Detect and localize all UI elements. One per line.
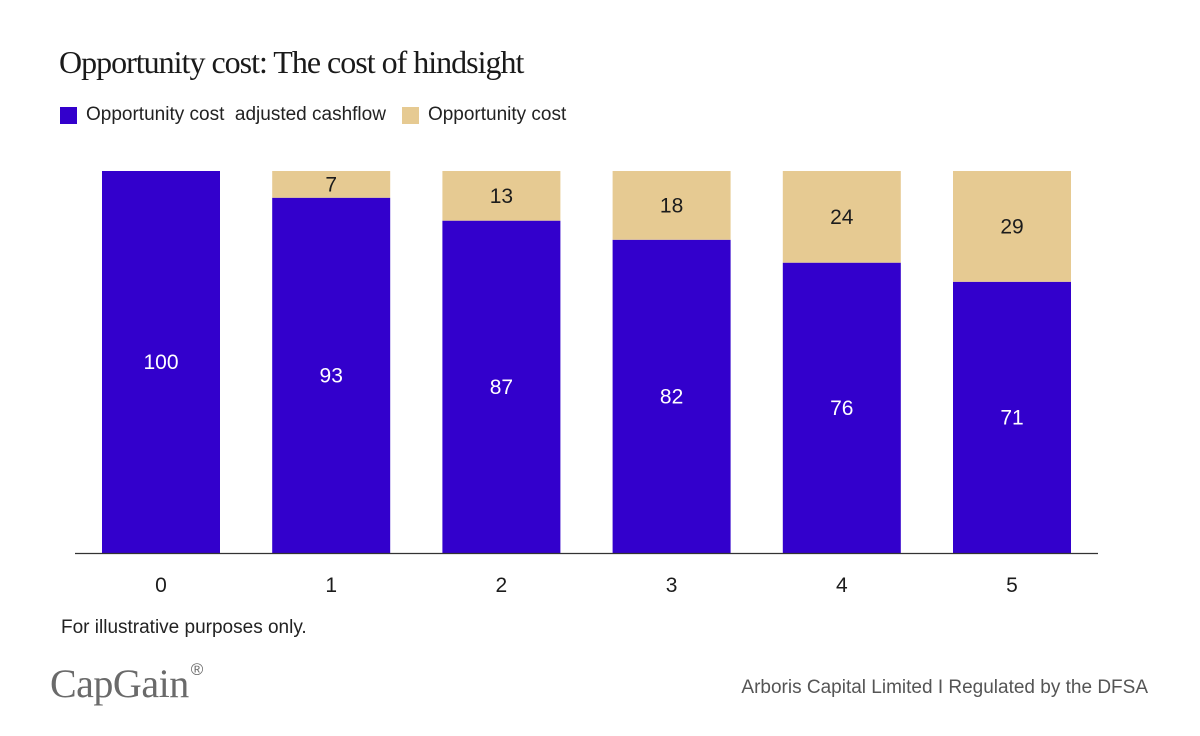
bar-opportunity-cost-5 xyxy=(953,171,1071,282)
data-label-adjusted-cashflow-3: 82 xyxy=(660,385,683,408)
legend-swatch-opportunity-cost xyxy=(401,106,419,124)
data-label-opportunity-cost-4: 24 xyxy=(830,206,854,229)
data-label-opportunity-cost-1: 7 xyxy=(325,173,337,196)
bar-opportunity-cost-4 xyxy=(782,171,901,263)
registered-mark: ® xyxy=(190,659,204,679)
x-tick-label-4: 4 xyxy=(836,574,848,597)
data-label-adjusted-cashflow-5: 71 xyxy=(1000,406,1023,429)
bar-adjusted-cashflow-5 xyxy=(953,281,1071,553)
data-label-adjusted-cashflow-0: 100 xyxy=(143,351,178,374)
brand-logo: CapGain ® xyxy=(50,660,203,707)
bar-adjusted-cashflow-0 xyxy=(102,171,220,553)
x-tick-label-2: 2 xyxy=(496,574,508,597)
data-label-opportunity-cost-2: 13 xyxy=(490,185,513,208)
bar-opportunity-cost-2 xyxy=(442,171,561,221)
legend-item-adjusted-cashflow: Opportunity cost adjusted cashflow xyxy=(60,104,386,126)
data-label-adjusted-cashflow-1: 93 xyxy=(320,364,343,387)
bar-adjusted-cashflow-2 xyxy=(442,220,561,553)
bar-opportunity-cost-1 xyxy=(272,171,391,198)
chart-title: Opportunity cost: The cost of hindsight xyxy=(59,44,524,80)
data-label-opportunity-cost-5: 29 xyxy=(1000,215,1023,238)
x-tick-label-3: 3 xyxy=(666,574,678,597)
data-label-opportunity-cost-3: 18 xyxy=(660,194,683,217)
x-tick-label-5: 5 xyxy=(1006,574,1018,597)
bar-adjusted-cashflow-3 xyxy=(612,239,731,553)
brand-name: CapGain xyxy=(50,661,189,706)
legend-label-adjusted-cashflow: Opportunity cost adjusted cashflow xyxy=(86,104,386,125)
data-label-adjusted-cashflow-4: 76 xyxy=(830,397,853,420)
bar-opportunity-cost-3 xyxy=(612,171,731,240)
data-label-adjusted-cashflow-2: 87 xyxy=(490,376,513,399)
disclaimer-note: For illustrative purposes only. xyxy=(61,617,307,638)
regulatory-footer: Arboris Capital Limited I Regulated by t… xyxy=(741,677,1148,698)
x-tick-label-1: 1 xyxy=(325,574,337,597)
chart-legend: Opportunity cost adjusted cashflow Oppor… xyxy=(60,104,582,126)
bar-adjusted-cashflow-4 xyxy=(782,262,901,553)
legend-label-opportunity-cost: Opportunity cost xyxy=(427,104,567,125)
legend-swatch-adjusted-cashflow xyxy=(60,106,77,124)
bar-adjusted-cashflow-1 xyxy=(272,197,391,554)
legend-item-opportunity-cost: Opportunity cost xyxy=(401,104,567,126)
x-tick-label-0: 0 xyxy=(155,574,167,597)
